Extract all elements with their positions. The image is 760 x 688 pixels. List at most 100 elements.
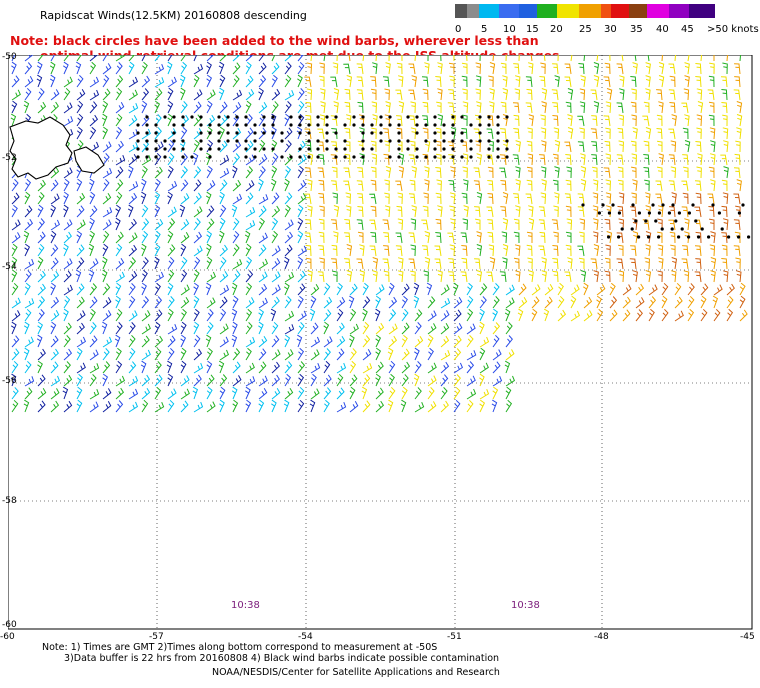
wind-barb [10, 373, 17, 387]
wind-barb [37, 296, 46, 309]
contamination-marker [289, 123, 293, 127]
wind-barb [206, 297, 216, 309]
contamination-marker [406, 147, 410, 151]
wind-barb [297, 217, 304, 231]
wind-barb [180, 296, 190, 309]
wind-barb [526, 179, 533, 192]
wind-barb [645, 270, 652, 283]
wind-barb [616, 258, 624, 270]
wind-barb [63, 258, 73, 270]
wind-barb [193, 334, 201, 348]
contamination-marker [415, 147, 419, 151]
wind-barb [528, 270, 534, 283]
wind-barb [461, 62, 468, 74]
wind-barb [245, 55, 254, 62]
wind-barb [448, 180, 455, 192]
wind-barb [167, 373, 174, 387]
scale-swatch [455, 4, 467, 18]
wind-barb [11, 89, 21, 101]
wind-barb [460, 271, 468, 283]
wind-barb [525, 193, 533, 205]
contamination-marker [460, 131, 464, 135]
contamination-marker [190, 115, 194, 119]
wind-barb [631, 114, 637, 127]
wind-barb [245, 308, 253, 322]
contamination-marker [451, 147, 455, 151]
wind-barb [505, 399, 513, 413]
wind-barb [166, 61, 173, 75]
wind-barb [424, 231, 431, 244]
wind-barb [486, 271, 494, 283]
wind-barb [502, 244, 509, 257]
wind-barb [167, 296, 175, 309]
wind-barb [421, 219, 429, 231]
wind-barb [372, 257, 379, 270]
wind-barb [258, 283, 268, 296]
wind-barb [218, 360, 225, 374]
wind-barb [180, 347, 187, 361]
wind-barb [154, 55, 161, 62]
wind-barb [440, 298, 451, 309]
wind-barb [115, 375, 126, 387]
wind-barb [23, 347, 30, 361]
wind-barb [619, 88, 625, 101]
wind-barb [734, 76, 741, 88]
wind-barb [284, 231, 294, 244]
contamination-marker [700, 227, 704, 231]
wind-barb [154, 282, 161, 296]
wind-barb [332, 192, 338, 205]
wind-barb [128, 218, 137, 231]
wind-barb [219, 386, 226, 400]
contamination-marker [469, 139, 473, 143]
contamination-marker [316, 115, 320, 119]
wind-barb [604, 218, 611, 231]
wind-barb [622, 296, 631, 309]
wind-barb [102, 388, 112, 400]
wind-barb [63, 308, 69, 322]
wind-barb [115, 179, 124, 192]
wind-barb [310, 322, 319, 335]
wind-barb [245, 297, 255, 309]
wind-barb [375, 55, 377, 62]
wind-barb [167, 230, 174, 244]
wind-barb [180, 218, 190, 231]
wind-barb [437, 205, 443, 218]
contamination-marker [496, 147, 500, 151]
contamination-marker [677, 235, 681, 239]
wind-barb [707, 89, 715, 101]
wind-barb [102, 297, 112, 309]
wind-barb [492, 375, 503, 387]
wind-barb [656, 89, 663, 101]
wind-barb [526, 231, 533, 243]
wind-barb [89, 61, 97, 75]
wind-barb [499, 271, 507, 283]
wind-barb [670, 270, 677, 283]
wind-barb [645, 127, 652, 140]
wind-barb [408, 63, 416, 75]
map-title: Rapidscat Winds(12.5KM) 20160808 descend… [40, 9, 307, 22]
wind-barb [723, 140, 729, 153]
contamination-marker [388, 155, 392, 159]
wind-barb [128, 61, 135, 75]
wind-barb [24, 360, 32, 374]
wind-barb [695, 192, 702, 205]
contamination-marker [145, 115, 149, 119]
wind-barb [518, 296, 528, 309]
wind-barb [167, 87, 174, 101]
wind-barb [440, 335, 450, 348]
wind-barb [648, 296, 657, 309]
wind-barb [362, 321, 370, 335]
wind-barb [258, 244, 267, 257]
contamination-marker [433, 123, 437, 127]
wind-barb [694, 271, 702, 283]
wind-barb [449, 244, 456, 257]
wind-barb [345, 205, 352, 218]
wind-barb [245, 270, 254, 283]
graticule [8, 55, 752, 629]
wind-barb [618, 270, 625, 283]
contamination-marker [262, 115, 266, 119]
wind-barb [154, 296, 163, 309]
wind-barb [330, 180, 338, 192]
wind-barb [102, 178, 110, 192]
contamination-marker [611, 203, 615, 207]
